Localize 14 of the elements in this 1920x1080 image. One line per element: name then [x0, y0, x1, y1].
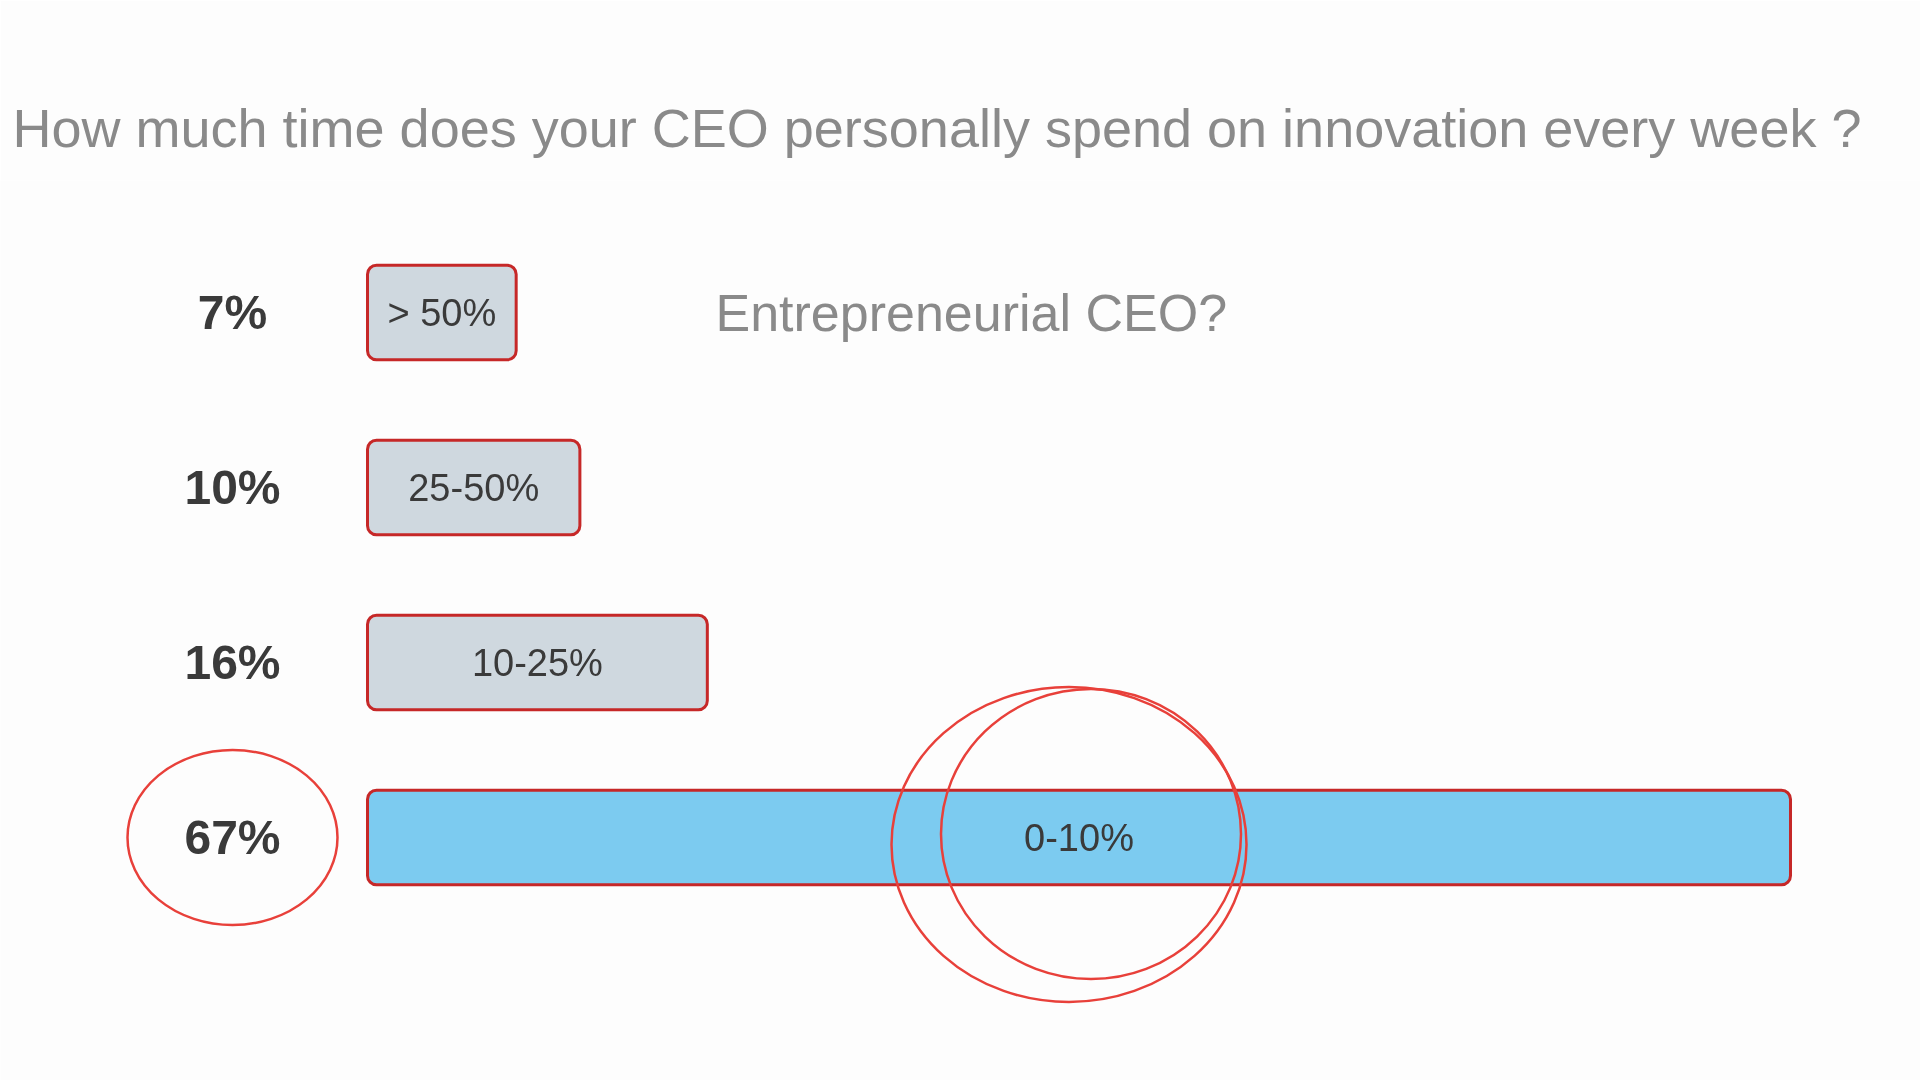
- data-label: 10%: [184, 461, 281, 514]
- y-tick-label: 25-50%: [408, 466, 540, 509]
- chart-title: How much time does your CEO personally spend on innovation every week ?: [12, 98, 1862, 158]
- data-label: 7%: [197, 286, 268, 339]
- y-tick-label: 10-25%: [471, 641, 603, 684]
- bar: [366, 613, 709, 712]
- bar: [366, 788, 1792, 887]
- data-label: 16%: [184, 636, 281, 689]
- bar: [366, 438, 582, 537]
- data-label: 67%: [184, 811, 281, 864]
- y-tick-label: > 50%: [387, 291, 497, 334]
- bar: [366, 263, 518, 362]
- y-tick-label: 0-10%: [1024, 816, 1134, 859]
- annotation: Entrepreneurial CEO?: [715, 283, 1228, 342]
